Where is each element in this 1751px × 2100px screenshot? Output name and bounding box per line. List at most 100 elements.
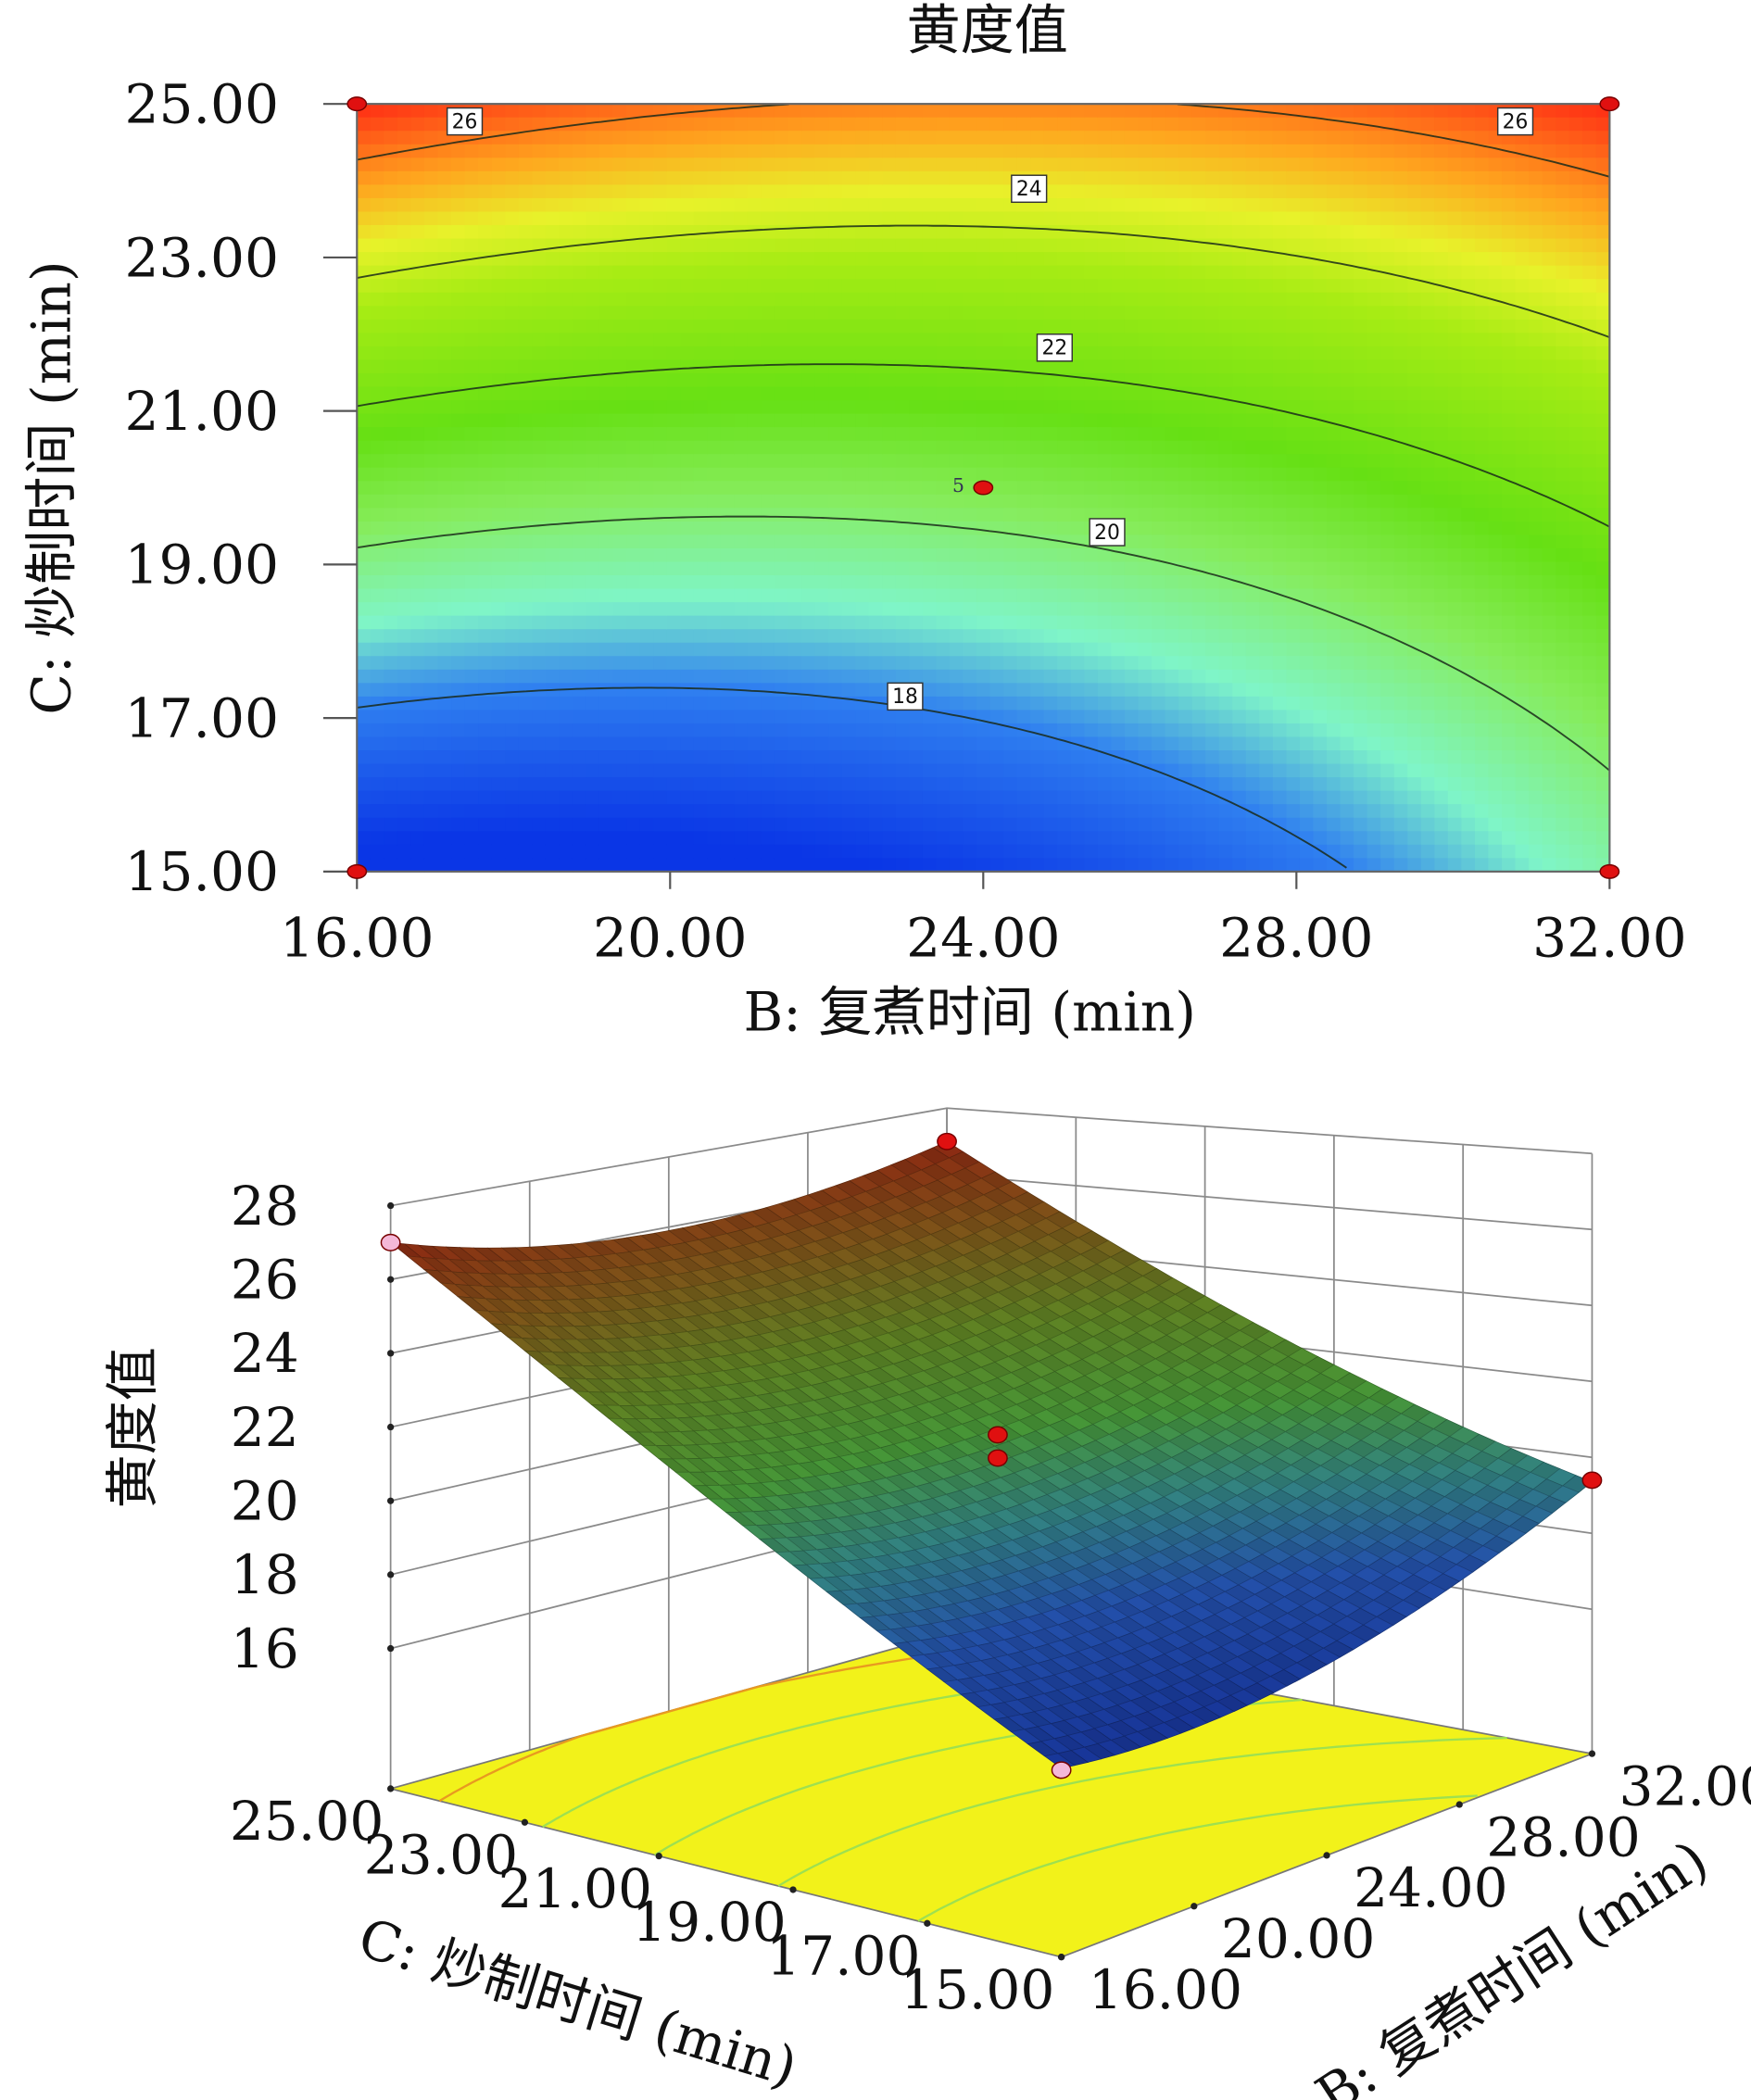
heatmap-cell [841,521,857,536]
heatmap-cell [1057,211,1072,226]
heatmap-cell [989,197,1004,213]
heatmap-cell [545,238,561,253]
heatmap-cell [357,521,372,536]
heatmap-cell [882,279,897,294]
heatmap-cell [612,656,627,671]
heatmap-cell [451,427,466,442]
heatmap-cell [1393,400,1409,415]
heatmap-cell [626,306,641,321]
heatmap-cell [451,279,466,294]
heatmap-cell [976,750,991,765]
heatmap-cell [814,494,829,509]
heatmap-cell [586,602,600,617]
heatmap-cell [761,804,775,819]
heatmap-cell [909,117,924,132]
heatmap-cell [747,629,762,644]
heatmap-cell [1434,736,1449,751]
heatmap-cell [1380,211,1395,226]
heatmap-cell [532,319,547,334]
heatmap-cell [1178,588,1193,603]
heatmap-cell [720,561,736,576]
heatmap-cell [370,252,385,267]
heatmap-cell [451,547,466,563]
heatmap-cell [909,170,924,186]
heatmap-cell [1232,831,1247,846]
heatmap-cell [491,427,507,442]
heatmap-cell [612,372,627,388]
heatmap-cell [895,319,911,334]
heatmap-cell [1111,710,1126,724]
heatmap-cell [963,372,977,388]
heatmap-cell [787,252,802,267]
heatmap-cell [1191,710,1207,724]
heatmap-cell [1178,763,1193,778]
heatmap-cell [1420,440,1436,456]
heatmap-cell [1420,467,1436,483]
heatmap-cell [1003,292,1018,308]
heatmap-cell [1474,211,1490,226]
heatmap-cell [1502,333,1517,347]
heatmap-cell [572,292,587,308]
heatmap-cell [680,359,695,374]
heatmap-cell [1502,817,1517,833]
heatmap-cell [801,440,816,456]
heatmap-cell [1488,413,1503,428]
heatmap-cell [1272,265,1288,281]
heatmap-cell [1299,386,1315,401]
heatmap-cell [518,817,534,833]
heatmap-cell [586,386,600,401]
heatmap-cell [828,521,843,536]
heatmap-cell [1138,104,1153,119]
heatmap-cell [680,817,695,833]
heatmap-cell [384,615,398,631]
heatmap-cell [1043,790,1059,806]
heatmap-cell [989,777,1004,792]
heatmap-cell [545,386,561,401]
heatmap-cell [1191,858,1207,873]
heatmap-cell [1420,777,1436,792]
heatmap-cell [1138,359,1153,374]
heatmap-cell [1299,372,1315,388]
heatmap-cell [1340,467,1354,483]
heatmap-cell [1218,252,1234,267]
heatmap-cell [909,427,924,442]
heatmap-cell [909,790,924,806]
heatmap-cell [1057,494,1072,509]
heatmap-cell [1003,804,1018,819]
heatmap-cell [1030,211,1045,226]
heatmap-cell [532,804,547,819]
heatmap-cell [1003,575,1018,590]
heatmap-cell [963,292,977,308]
heatmap-cell [559,534,573,549]
heatmap-cell [814,400,829,415]
heatmap-cell [545,804,561,819]
heatmap-cell [1111,131,1126,145]
heatmap-cell [410,561,425,576]
heatmap-cell [949,804,964,819]
heatmap-cell [1124,386,1140,401]
heatmap-cell [1097,131,1113,145]
heatmap-cell [1165,844,1179,860]
heatmap-cell [976,588,991,603]
heatmap-cell [1070,669,1086,685]
heatmap-cell [1380,736,1395,751]
heatmap-cell [666,279,682,294]
heatmap-cell [814,534,829,549]
heatmap-cell [801,588,816,603]
heatmap-cell [1393,683,1409,698]
heatmap-cell [1502,736,1517,751]
heatmap-cell [1030,521,1045,536]
heatmap-cell [922,790,938,806]
heatmap-cell [545,844,561,860]
heatmap-cell [989,696,1004,711]
heatmap-cell [1070,413,1086,428]
heatmap-cell [572,831,587,846]
heatmap-cell [1043,157,1059,172]
heatmap-cell [720,777,736,792]
heatmap-cell [1340,265,1354,281]
heatmap-cell [909,440,924,456]
heatmap-cell [505,763,520,778]
heatmap-cell [1245,683,1261,698]
heatmap-cell [1272,306,1288,321]
heatmap-cell [572,104,587,119]
